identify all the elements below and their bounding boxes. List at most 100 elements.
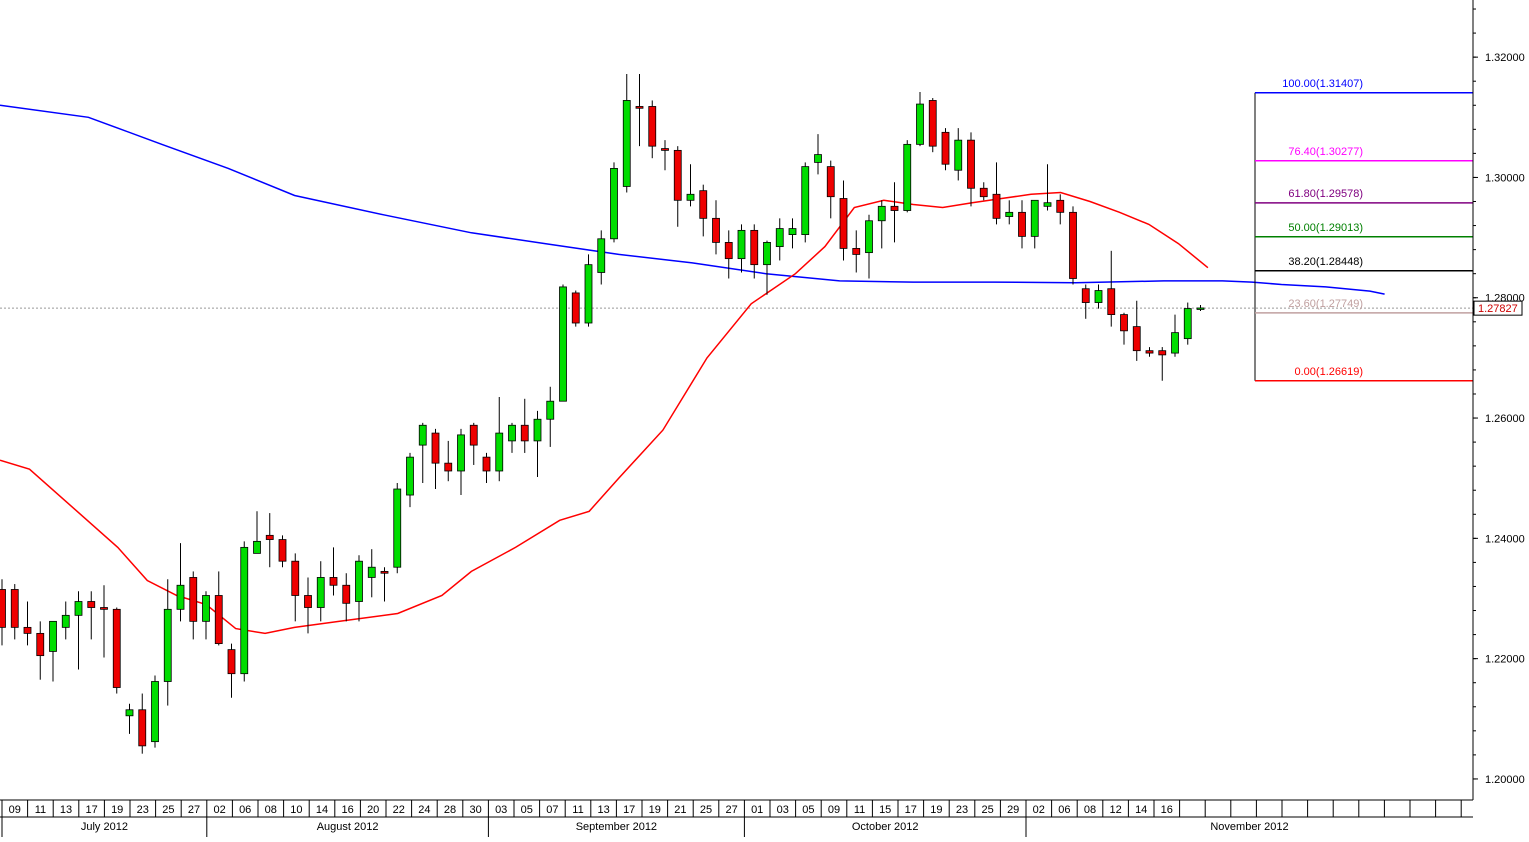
candle-body: [1171, 332, 1179, 354]
candle: [36, 621, 45, 680]
candle: [801, 162, 810, 243]
x-tick-label: 15: [879, 804, 891, 816]
fibonacci-level-label: 23.60(1.27749): [1288, 298, 1363, 310]
candle-body: [954, 139, 963, 171]
candle-body: [49, 620, 57, 652]
x-tick-label: 24: [418, 804, 430, 816]
x-tick-label: 09: [9, 804, 21, 816]
candle-body: [457, 434, 465, 472]
candle: [74, 591, 83, 670]
candle: [622, 73, 631, 193]
candle-body: [826, 166, 835, 198]
candle-body: [176, 584, 185, 610]
candle: [418, 422, 427, 484]
candle: [1005, 200, 1014, 225]
candle: [508, 422, 516, 453]
candle-body: [74, 601, 83, 616]
candle-body: [87, 601, 96, 608]
candle: [355, 555, 363, 622]
candle-body: [253, 540, 261, 554]
candle-body: [0, 589, 6, 628]
candle: [763, 240, 771, 295]
candle-body: [1196, 307, 1205, 310]
x-tick-label: 19: [930, 804, 942, 816]
x-tick-label: 30: [469, 804, 481, 816]
x-tick-label: 06: [1058, 804, 1070, 816]
candle: [431, 428, 440, 490]
y-tick-label: 1.26000: [1485, 413, 1525, 425]
x-tick-label: 25: [981, 804, 993, 816]
candle-body: [610, 168, 618, 240]
x-tick-label: 16: [1161, 804, 1173, 816]
candle-body: [584, 264, 593, 324]
candle: [941, 128, 950, 171]
candle: [546, 386, 555, 447]
x-tick-label: 14: [316, 804, 328, 816]
candle-body: [36, 632, 45, 657]
x-tick-label: 16: [341, 804, 353, 816]
current-price-label: 1.27827: [1478, 303, 1518, 315]
candle: [814, 134, 822, 175]
candle-body: [138, 709, 147, 747]
candle: [890, 182, 899, 243]
candle: [495, 396, 504, 482]
candle: [1030, 199, 1039, 249]
candle-body: [750, 229, 759, 266]
x-tick-label: 05: [521, 804, 533, 816]
candle: [775, 218, 784, 261]
candle: [1145, 347, 1154, 357]
candle: [100, 585, 108, 658]
candle-body: [941, 131, 950, 165]
candle: [482, 452, 491, 484]
x-tick-label: 27: [188, 804, 200, 816]
candle-body: [597, 238, 606, 273]
fibonacci-layer: 100.00(1.31407) 76.40(1.30277) 61.80(1.295…: [1254, 78, 1473, 382]
fibonacci-level-label: 61.80(1.29578): [1288, 188, 1363, 200]
current-price-box: [1473, 300, 1523, 316]
candle: [265, 513, 274, 568]
candle: [979, 182, 988, 201]
month-label: October 2012: [852, 821, 919, 833]
candle-body: [202, 595, 210, 622]
candle: [597, 230, 606, 285]
candle-body: [724, 242, 733, 260]
candle: [202, 591, 210, 640]
candle-body: [227, 649, 236, 675]
candle: [661, 140, 669, 171]
candle-body: [482, 456, 491, 472]
candle: [61, 601, 70, 640]
y-tick-label: 1.24000: [1485, 533, 1525, 545]
x-tick-label: 09: [828, 804, 840, 816]
candle-body: [151, 681, 159, 743]
candle: [1158, 347, 1167, 381]
x-tick-label: 13: [597, 804, 609, 816]
candle: [304, 577, 312, 634]
candle-body: [1005, 211, 1014, 217]
candle: [49, 620, 57, 682]
candle: [1120, 312, 1128, 345]
x-tick-label: 20: [367, 804, 379, 816]
month-label: August 2012: [317, 821, 379, 833]
candle: [852, 230, 861, 273]
candle-body: [1056, 199, 1065, 213]
candle: [125, 703, 134, 734]
candle: [1196, 304, 1205, 311]
candle: [1094, 284, 1103, 309]
candle: [469, 422, 478, 465]
candle-body: [240, 546, 249, 675]
candle-body: [189, 577, 198, 622]
candle: [87, 591, 96, 640]
moving-averages-layer: [0, 104, 1385, 635]
x-tick-label: 03: [777, 804, 789, 816]
candle: [737, 224, 746, 273]
candle: [1069, 206, 1077, 285]
candle: [712, 200, 720, 255]
candle: [253, 511, 261, 554]
month-label: July 2012: [81, 821, 128, 833]
candle-body: [622, 100, 631, 187]
candle-body: [508, 424, 516, 442]
candle: [214, 571, 223, 646]
candle: [839, 180, 848, 261]
x-tick-label: 01: [751, 804, 763, 816]
